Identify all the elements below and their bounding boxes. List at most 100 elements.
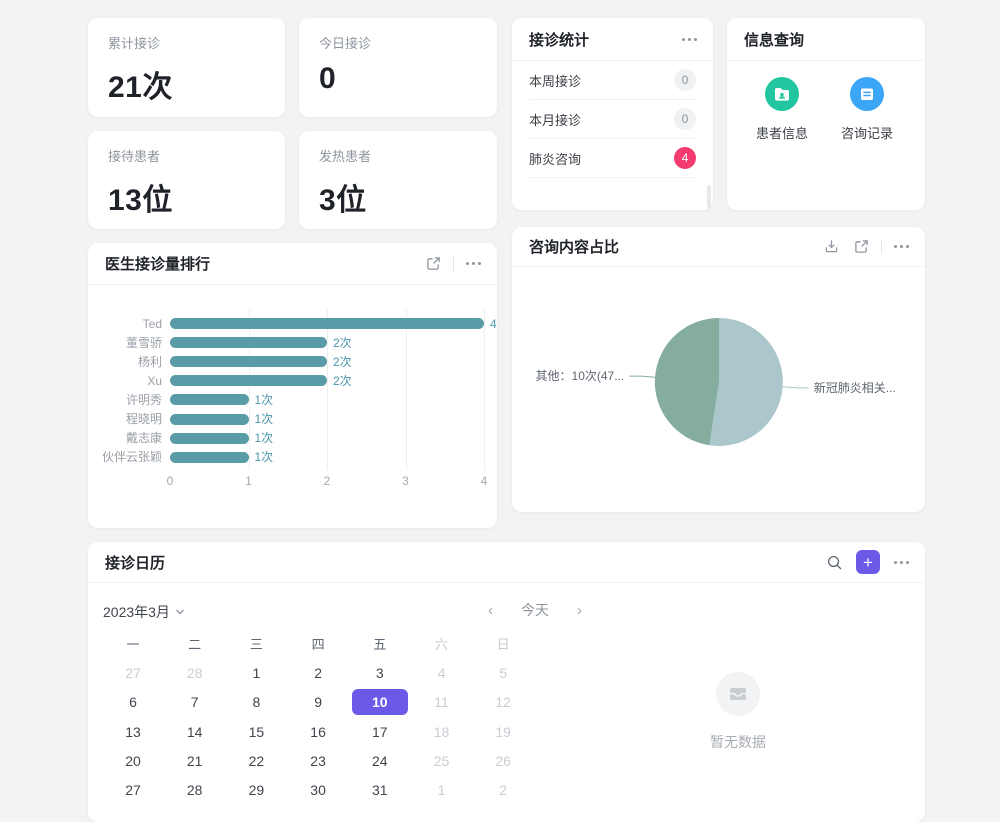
month-selector[interactable]: 2023年3月 (103, 602, 185, 622)
gridline (405, 309, 407, 470)
calendar-day[interactable]: 26 (495, 752, 511, 769)
reception-stats-card: 接诊统计 本周接诊 0 本月接诊 0 肺炎咨询 4 (512, 18, 713, 210)
bar-value-label: 2次 (333, 335, 352, 350)
weekday-header: 六 (434, 637, 448, 652)
stat-value: 3位 (319, 184, 367, 217)
calendar-day[interactable]: 1 (252, 665, 261, 681)
gridline (327, 309, 328, 470)
calendar-day[interactable]: 19 (495, 723, 511, 740)
bar (170, 318, 484, 329)
calendar-day-selected[interactable]: 10 (351, 689, 408, 716)
next-month-button[interactable]: › (577, 601, 582, 619)
calendar-day[interactable]: 13 (125, 723, 141, 740)
bar-category-label: 戴志康 (125, 431, 162, 446)
more-menu-icon[interactable] (892, 241, 911, 252)
calendar-day[interactable]: 11 (434, 694, 449, 711)
calendar-day[interactable]: 8 (252, 694, 261, 711)
calendar-day[interactable]: 18 (433, 723, 450, 740)
reception-stats-title: 接诊统计 (529, 31, 590, 49)
calendar-day[interactable]: 3 (375, 665, 384, 681)
calendar-day[interactable]: 31 (372, 782, 388, 798)
calendar-day[interactable]: 25 (433, 752, 450, 769)
more-menu-icon[interactable] (680, 34, 699, 45)
calendar-day[interactable]: 2 (314, 665, 322, 681)
inbox-icon (730, 688, 746, 700)
weekday-header: 二 (188, 637, 202, 652)
calendar-day[interactable]: 29 (248, 782, 265, 798)
calendar-day[interactable]: 27 (125, 782, 141, 798)
export-icon[interactable] (821, 237, 841, 257)
expand-icon[interactable] (423, 254, 443, 274)
stat-label: 累计接诊 (108, 36, 161, 51)
weekday-header: 五 (373, 637, 387, 652)
bar (170, 432, 249, 444)
calendar-day[interactable]: 20 (125, 752, 141, 769)
calendar-day[interactable]: 2 (499, 782, 508, 798)
calendar-day[interactable]: 7 (190, 694, 199, 711)
consult-pie-header: 咨询内容占比 (512, 227, 925, 267)
empty-state-text: 暂无数据 (710, 734, 766, 750)
prev-month-button[interactable]: ‹ (488, 601, 493, 619)
info-query-card: 信息查询 患者信息 咨询记录 (727, 18, 925, 210)
stat-label: 今日接诊 (319, 36, 372, 51)
count-badge: 4 (674, 147, 696, 169)
bar-value-label: 1次 (254, 450, 274, 465)
calendar-day[interactable]: 22 (248, 752, 265, 769)
reception-row-label: 本周接诊 (529, 73, 582, 89)
bar (170, 356, 327, 368)
calendar-day[interactable]: 9 (314, 694, 322, 711)
add-event-button[interactable]: + (856, 550, 880, 574)
reception-row-week[interactable]: 本周接诊 0 (529, 61, 696, 100)
consult-record-shortcut[interactable]: 咨询记录 (824, 77, 910, 142)
bar (170, 394, 249, 406)
calendar-title: 接诊日历 (105, 554, 166, 572)
calendar-day[interactable]: 24 (372, 752, 388, 769)
bar-value-label: 2次 (333, 373, 352, 388)
reception-row-label: 本月接诊 (529, 112, 582, 128)
expand-icon[interactable] (851, 237, 871, 257)
pie-svg (629, 317, 809, 446)
calendar-day[interactable]: 21 (186, 752, 203, 769)
search-icon[interactable] (824, 552, 844, 572)
weekday-header: 日 (496, 637, 510, 652)
stat-value: 0 (319, 62, 337, 95)
calendar-nav: ‹ 今天 › (440, 600, 630, 620)
calendar-day[interactable]: 14 (186, 723, 203, 740)
more-menu-icon[interactable] (892, 557, 911, 568)
more-menu-icon[interactable] (464, 258, 483, 269)
empty-state-circle (716, 672, 760, 716)
calendar-day[interactable]: 28 (186, 665, 203, 681)
info-query-title: 信息查询 (744, 31, 805, 49)
calendar-day[interactable]: 27 (125, 665, 141, 681)
calendar-day[interactable]: 17 (372, 723, 388, 740)
calendar-day[interactable]: 16 (310, 723, 326, 740)
reception-row-pneumonia[interactable]: 肺炎咨询 4 (529, 139, 696, 178)
doctor-rank-header: 医生接诊量排行 (88, 243, 497, 285)
today-button[interactable]: 今天 (521, 602, 549, 618)
calendar-day[interactable]: 23 (310, 752, 326, 769)
calendar-day[interactable]: 30 (310, 782, 326, 798)
calendar-day[interactable]: 28 (186, 782, 203, 798)
bar-chart-plot: 01234Ted4次董雪骄2次杨利2次Xu2次许明秀1次程晓明1次戴志康1次伙伴… (88, 303, 497, 503)
stat-value: 13位 (108, 184, 173, 217)
reception-row-month[interactable]: 本月接诊 0 (529, 100, 696, 139)
bar-category-label: 许明秀 (125, 392, 162, 407)
count-badge: 0 (674, 108, 696, 130)
calendar-day[interactable]: 15 (248, 723, 265, 740)
stat-label: 接待患者 (108, 149, 161, 164)
info-item-label: 咨询记录 (840, 126, 893, 141)
x-axis-tick: 3 (402, 474, 409, 488)
scrollbar-thumb[interactable] (707, 185, 711, 209)
bar-value-label: 1次 (254, 412, 274, 426)
stat-value: 21次 (108, 71, 173, 104)
calendar-day[interactable]: 12 (495, 694, 511, 711)
gridline (484, 309, 485, 470)
calendar-day[interactable]: 5 (499, 665, 508, 681)
calendar-day[interactable]: 4 (437, 665, 446, 681)
calendar-day[interactable]: 1 (437, 782, 446, 798)
patient-info-shortcut[interactable]: 患者信息 (739, 77, 825, 142)
count-badge: 0 (674, 69, 696, 91)
calendar-day[interactable]: 6 (129, 694, 137, 711)
bar-category-label: Xu (147, 373, 162, 388)
month-label: 2023年3月 (103, 604, 170, 620)
